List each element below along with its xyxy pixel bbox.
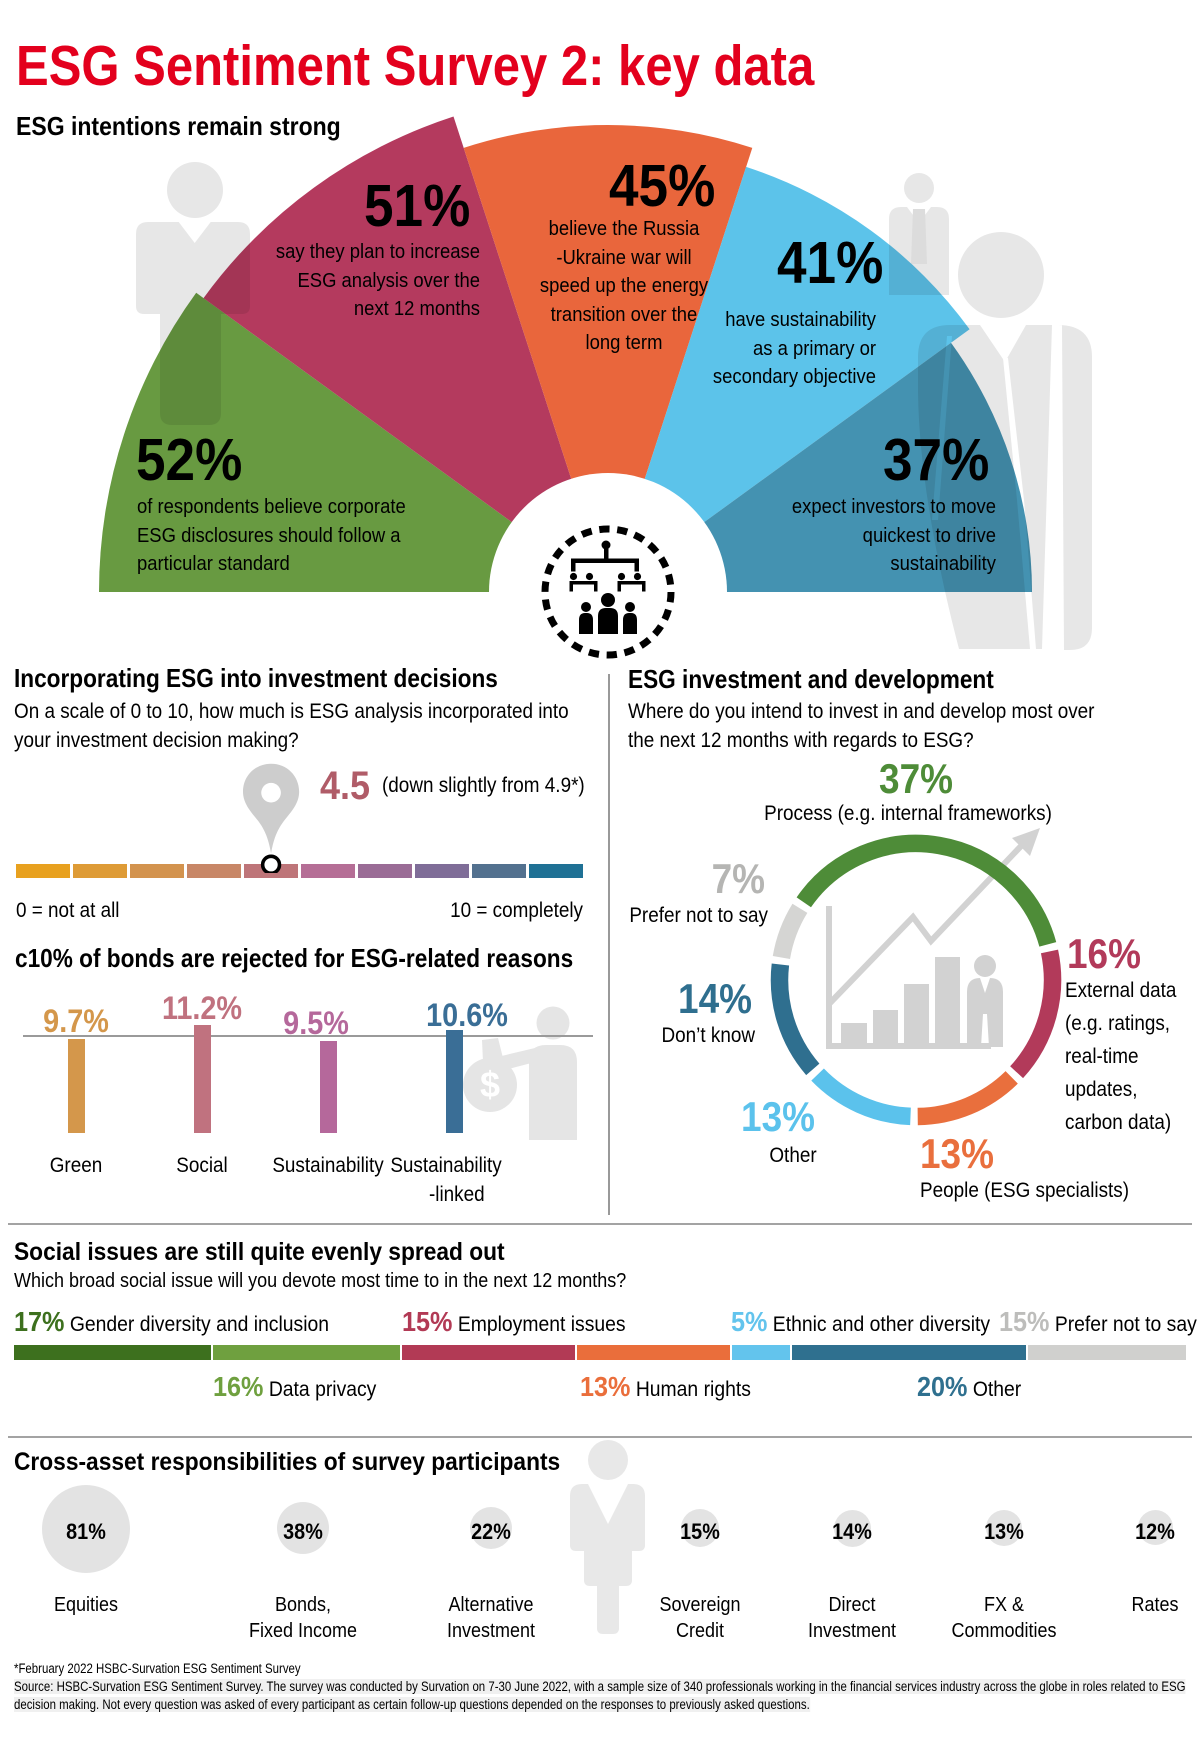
svg-text:$: $: [480, 1064, 500, 1105]
